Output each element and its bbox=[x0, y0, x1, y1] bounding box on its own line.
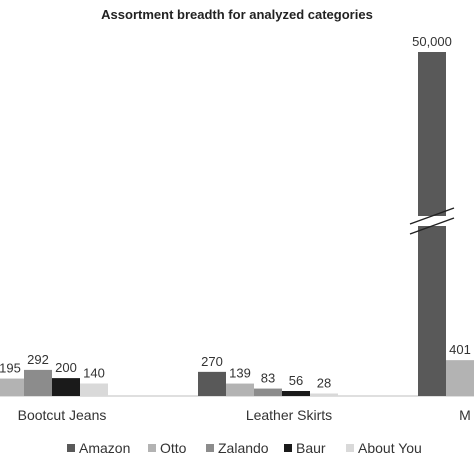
bar-zalando-1 bbox=[254, 388, 282, 396]
axis-break-mark bbox=[409, 217, 455, 235]
data-label: 292 bbox=[27, 352, 49, 367]
legend-swatch-amazon bbox=[67, 444, 75, 452]
category-labels-layer: Bootcut Jeans Leather Skirts M bbox=[18, 407, 471, 423]
legend-label: About You bbox=[358, 440, 422, 456]
chart-title: Assortment breadth for analyzed categori… bbox=[101, 7, 373, 22]
bar-about-you-0 bbox=[80, 383, 108, 396]
axis-break-gap bbox=[414, 216, 450, 226]
bar-zalando-0 bbox=[24, 369, 52, 396]
bar-otto-2 bbox=[446, 360, 474, 396]
bar-amazon-1 bbox=[198, 371, 226, 396]
data-label: 200 bbox=[55, 360, 77, 375]
data-label: 83 bbox=[261, 371, 275, 386]
bar-about-you-1 bbox=[310, 393, 338, 396]
legend-label: Otto bbox=[160, 440, 187, 456]
axis-break-mark bbox=[409, 207, 455, 225]
data-label: 195 bbox=[0, 361, 21, 376]
data-label: 270 bbox=[201, 354, 223, 369]
data-label: 140 bbox=[83, 365, 105, 380]
bar-otto-1 bbox=[226, 383, 254, 396]
legend-swatch-otto bbox=[148, 444, 156, 452]
legend-label: Amazon bbox=[79, 440, 130, 456]
axis-break-layer bbox=[409, 207, 455, 235]
data-label: 401 bbox=[449, 342, 471, 357]
legend-swatch-baur bbox=[284, 444, 292, 452]
data-labels-layer: 195 292 200 140 270 139 83 56 28 50,000 401 bbox=[0, 34, 471, 390]
data-label: 56 bbox=[289, 373, 303, 388]
category-label: M bbox=[459, 407, 471, 423]
data-label: 139 bbox=[229, 366, 251, 381]
bar-baur-0 bbox=[52, 378, 80, 396]
category-label: Leather Skirts bbox=[246, 407, 332, 423]
data-label: 50,000 bbox=[412, 34, 452, 49]
bars-layer bbox=[0, 52, 474, 396]
legend-swatch-about-you bbox=[346, 444, 354, 452]
category-label: Bootcut Jeans bbox=[18, 407, 107, 423]
legend: Amazon Otto Zalando Baur About You bbox=[67, 440, 422, 456]
legend-label: Zalando bbox=[218, 440, 269, 456]
bar-baur-1 bbox=[282, 390, 310, 396]
data-label: 28 bbox=[317, 375, 331, 390]
legend-label: Baur bbox=[296, 440, 326, 456]
bar-otto-0 bbox=[0, 378, 24, 396]
legend-swatch-zalando bbox=[206, 444, 214, 452]
